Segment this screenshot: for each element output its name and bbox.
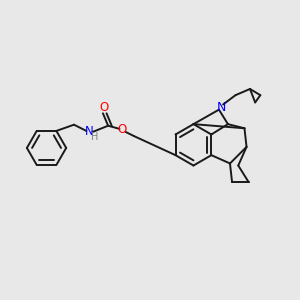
Text: H: H [91, 132, 98, 142]
Text: N: N [85, 125, 94, 138]
Text: O: O [117, 123, 126, 136]
Text: O: O [99, 100, 109, 114]
Text: N: N [216, 101, 226, 114]
